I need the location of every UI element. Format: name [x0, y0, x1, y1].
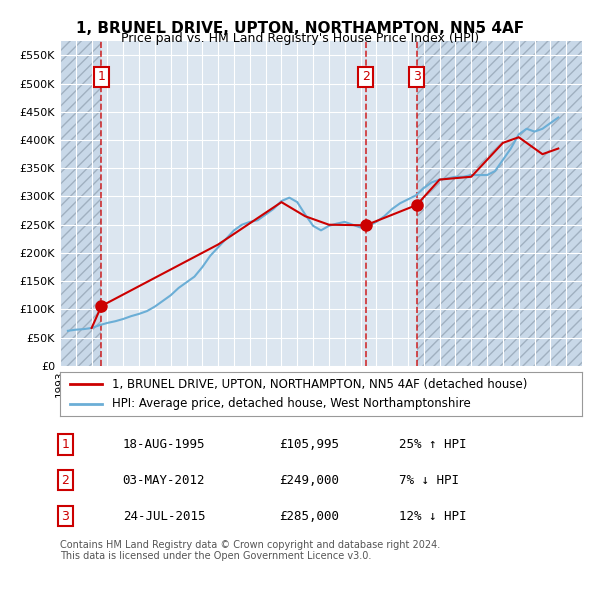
- Text: 1: 1: [61, 438, 69, 451]
- Text: 25% ↑ HPI: 25% ↑ HPI: [400, 438, 467, 451]
- Text: 03-MAY-2012: 03-MAY-2012: [122, 474, 205, 487]
- Text: 12% ↓ HPI: 12% ↓ HPI: [400, 510, 467, 523]
- Text: Price paid vs. HM Land Registry's House Price Index (HPI): Price paid vs. HM Land Registry's House …: [121, 32, 479, 45]
- Text: 1, BRUNEL DRIVE, UPTON, NORTHAMPTON, NN5 4AF: 1, BRUNEL DRIVE, UPTON, NORTHAMPTON, NN5…: [76, 21, 524, 35]
- Text: £285,000: £285,000: [279, 510, 339, 523]
- Text: 1, BRUNEL DRIVE, UPTON, NORTHAMPTON, NN5 4AF (detached house): 1, BRUNEL DRIVE, UPTON, NORTHAMPTON, NN5…: [112, 378, 527, 391]
- Text: £105,995: £105,995: [279, 438, 339, 451]
- Text: Contains HM Land Registry data © Crown copyright and database right 2024.
This d: Contains HM Land Registry data © Crown c…: [60, 540, 440, 562]
- Text: 2: 2: [61, 474, 69, 487]
- Text: 3: 3: [61, 510, 69, 523]
- Text: 3: 3: [413, 70, 421, 84]
- Text: 2: 2: [362, 70, 370, 84]
- Text: 24-JUL-2015: 24-JUL-2015: [122, 510, 205, 523]
- Bar: [417, 41, 582, 366]
- Text: £249,000: £249,000: [279, 474, 339, 487]
- Bar: [60, 41, 101, 366]
- Text: HPI: Average price, detached house, West Northamptonshire: HPI: Average price, detached house, West…: [112, 397, 471, 410]
- Text: 18-AUG-1995: 18-AUG-1995: [122, 438, 205, 451]
- Text: 1: 1: [98, 70, 106, 84]
- Text: 7% ↓ HPI: 7% ↓ HPI: [400, 474, 460, 487]
